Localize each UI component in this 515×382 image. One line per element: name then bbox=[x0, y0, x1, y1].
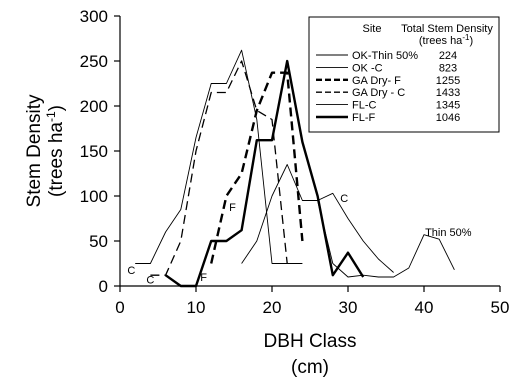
series-line-1 bbox=[317, 192, 394, 273]
x-tick-label: 0 bbox=[115, 298, 124, 317]
x-tick-label: 30 bbox=[339, 298, 358, 317]
y-axis-unit-close: ) bbox=[46, 105, 67, 111]
legend-series-name: GA Dry - C bbox=[352, 87, 405, 99]
legend-stem-density: 224 bbox=[439, 50, 457, 62]
legend-series-name: FL-C bbox=[352, 100, 377, 112]
y-tick-label: 200 bbox=[80, 97, 108, 116]
legend-stem-density: 1255 bbox=[436, 75, 460, 87]
legend-stem-density: 1345 bbox=[436, 100, 460, 112]
legend-series-name: OK -C bbox=[352, 62, 383, 74]
legend-stem-density: 1046 bbox=[436, 112, 460, 124]
y-axis-unit: (trees ha bbox=[46, 122, 67, 197]
series-line-3 bbox=[150, 60, 288, 276]
y-tick-label: 100 bbox=[80, 187, 108, 206]
y-ticks: 0 50 100 150 200 250 300 bbox=[80, 7, 120, 296]
y-tick-label: 50 bbox=[89, 232, 108, 251]
legend-units-exponent: -1 bbox=[462, 33, 470, 42]
x-axis-title-line1: DBH Class bbox=[264, 331, 357, 352]
legend-stem-density: 823 bbox=[439, 62, 457, 74]
y-axis-unit-exponent: -1 bbox=[44, 111, 58, 122]
legend-header-density: Total Stem Density bbox=[401, 23, 493, 35]
legend-box bbox=[308, 16, 500, 133]
y-axis-title: Stem Density (trees ha-1) bbox=[24, 94, 67, 207]
annotation-label: C bbox=[146, 275, 154, 287]
legend-series-name: OK-Thin 50% bbox=[352, 50, 418, 62]
x-ticks: 0 10 20 30 40 50 bbox=[115, 286, 509, 317]
x-axis-title-line2: (cm) bbox=[291, 357, 329, 378]
x-tick-label: 20 bbox=[263, 298, 282, 317]
y-axis-title-line1: Stem Density bbox=[24, 94, 45, 207]
legend-rows: OK-Thin 50% 224 OK -C 823 GA Dry- F 1255 GA Dr… bbox=[316, 50, 460, 124]
annotation-label: C bbox=[127, 265, 135, 277]
series-line-0 bbox=[241, 164, 455, 278]
y-tick-label: 300 bbox=[80, 7, 108, 26]
legend-header-site: Site bbox=[363, 23, 382, 35]
legend-stem-density: 1433 bbox=[436, 87, 460, 99]
legend: Site Total Stem Density (trees ha-1) OK-… bbox=[308, 16, 500, 133]
legend-units-close: ) bbox=[469, 35, 473, 47]
y-axis-title-line2: (trees ha-1) bbox=[44, 105, 67, 197]
annotation-label: F bbox=[200, 272, 207, 284]
series-line-2 bbox=[210, 71, 304, 264]
legend-series-name: FL-F bbox=[352, 112, 376, 124]
annotation-label: Thin 50% bbox=[425, 227, 472, 239]
y-tick-label: 250 bbox=[80, 52, 108, 71]
legend-series-name: GA Dry- F bbox=[352, 75, 401, 87]
series-line-5 bbox=[164, 59, 365, 288]
x-tick-label: 40 bbox=[415, 298, 434, 317]
x-tick-label: 10 bbox=[187, 298, 206, 317]
series-line-4 bbox=[135, 49, 303, 264]
annotation-label: C bbox=[340, 193, 348, 205]
y-tick-label: 0 bbox=[99, 277, 108, 296]
legend-header-units: (trees ha-1) bbox=[419, 33, 473, 47]
annotation-label: F bbox=[229, 202, 236, 214]
x-tick-label: 50 bbox=[491, 298, 510, 317]
legend-units: (trees ha bbox=[419, 35, 463, 47]
series-layer bbox=[135, 49, 455, 288]
y-tick-label: 150 bbox=[80, 142, 108, 161]
